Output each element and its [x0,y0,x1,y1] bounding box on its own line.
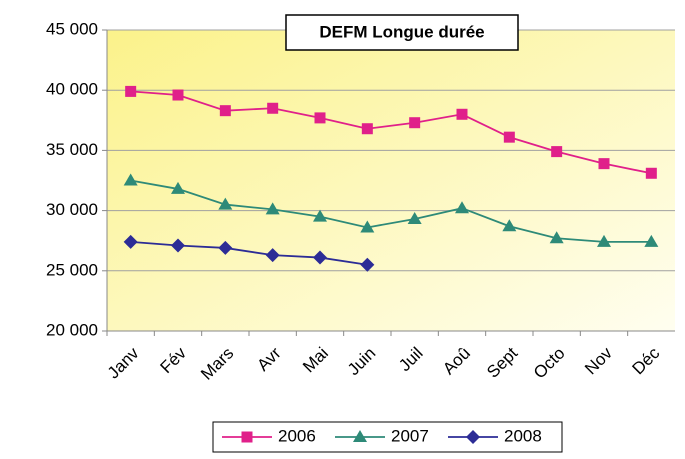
x-tick-label: Janv [104,343,143,382]
marker [407,212,422,225]
marker [361,123,373,135]
marker [456,108,468,120]
legend-label: 2006 [278,426,316,445]
marker [597,234,611,247]
marker [125,85,137,97]
marker [218,197,233,210]
chart-title: DEFM Longue durée [319,22,484,41]
plot-area [107,30,675,331]
x-tick-label: Mai [299,344,332,377]
marker [409,117,421,129]
x-tick-label: Nov [581,343,616,378]
x-tick-label: Mars [197,344,237,384]
marker [353,430,367,442]
marker [265,248,280,263]
marker [171,238,185,253]
marker [123,234,138,249]
series-line [130,241,368,266]
marker [360,257,375,272]
y-tick-label: 30 000 [46,200,98,219]
marker [645,167,657,179]
marker [172,89,184,101]
marker [313,209,327,222]
marker [218,240,233,255]
marker [598,158,610,170]
y-tick-label: 25 000 [46,260,98,279]
y-tick-label: 20 000 [46,320,98,339]
x-tick-label: Fév [157,343,191,377]
marker [314,112,326,124]
marker [265,202,280,215]
marker [267,102,279,114]
x-tick-label: Juin [344,344,379,379]
x-tick-label: Déc [629,343,664,378]
marker [455,201,469,214]
series-line [130,90,652,175]
y-tick-label: 40 000 [46,80,98,99]
marker [241,431,253,443]
legend-label: 2008 [504,426,542,445]
marker [360,220,375,233]
x-tick-label: Aoû [439,344,474,379]
marker [644,234,659,247]
x-tick-label: Juil [395,344,426,375]
marker [466,430,480,444]
y-tick-label: 45 000 [46,19,98,38]
marker [551,146,563,158]
marker [502,219,517,232]
series-line [130,179,652,243]
y-tick-label: 35 000 [46,140,98,159]
marker [549,231,564,244]
legend-label: 2007 [391,426,429,445]
x-tick-label: Octo [530,344,569,383]
marker [503,131,515,143]
title-box [285,14,519,51]
marker [123,173,138,186]
marker [313,250,327,265]
marker [219,105,231,117]
x-tick-label: Sept [483,343,521,381]
marker [171,181,185,194]
x-tick-label: Avr [253,343,284,374]
